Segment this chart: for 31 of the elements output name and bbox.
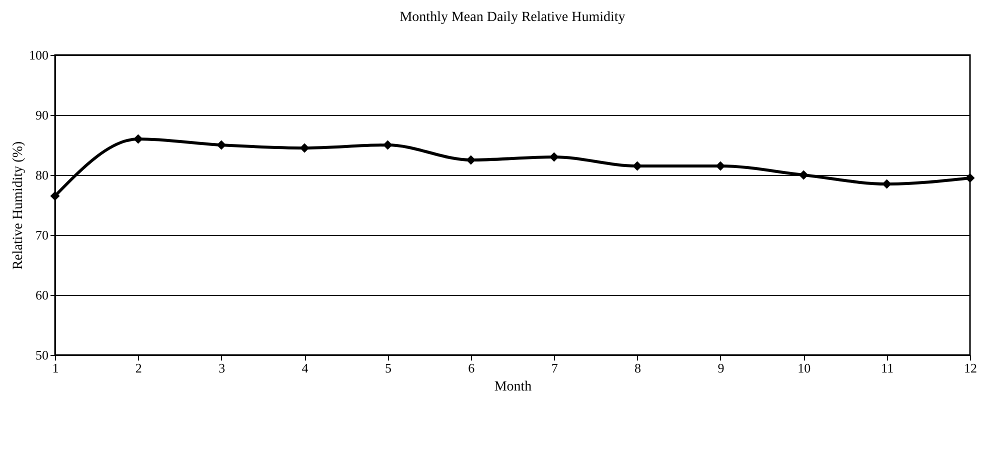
y-tick-label: 100: [29, 48, 48, 62]
point: [300, 143, 310, 153]
x-tick-label: 5: [384, 360, 392, 376]
y-axis-title: Relative Humidity (%): [11, 141, 26, 270]
x-tick-label: 2: [135, 360, 142, 376]
x-axis-title: Month: [494, 380, 532, 394]
x-tick-label: 7: [551, 360, 558, 376]
x-tick-label: 3: [218, 360, 226, 376]
point: [466, 155, 476, 165]
x-tick-label: 10: [798, 360, 811, 376]
y-tick-label: 50: [36, 348, 48, 362]
y-tick-label: 70: [36, 228, 48, 242]
x-tick-label: 12: [964, 360, 977, 376]
x-tick-label: 11: [881, 360, 894, 376]
x-tick-label: 8: [634, 360, 642, 376]
point: [716, 161, 726, 171]
x-tick-label: 1: [52, 360, 59, 376]
point: [50, 191, 60, 201]
chart-title: Monthly Mean Daily Relative Humidity: [400, 10, 626, 25]
x-tick-label: 6: [468, 360, 476, 376]
x-tick-label: 9: [718, 360, 724, 376]
point: [549, 152, 559, 162]
x-tick-label: 4: [302, 360, 309, 376]
point: [216, 140, 226, 150]
y-tick-label: 80: [36, 168, 48, 182]
point: [965, 173, 975, 183]
y-tick-label: 90: [36, 108, 48, 122]
y-tick-label: 60: [36, 288, 48, 302]
point: [798, 170, 808, 180]
point: [133, 134, 143, 144]
point: [382, 140, 392, 150]
